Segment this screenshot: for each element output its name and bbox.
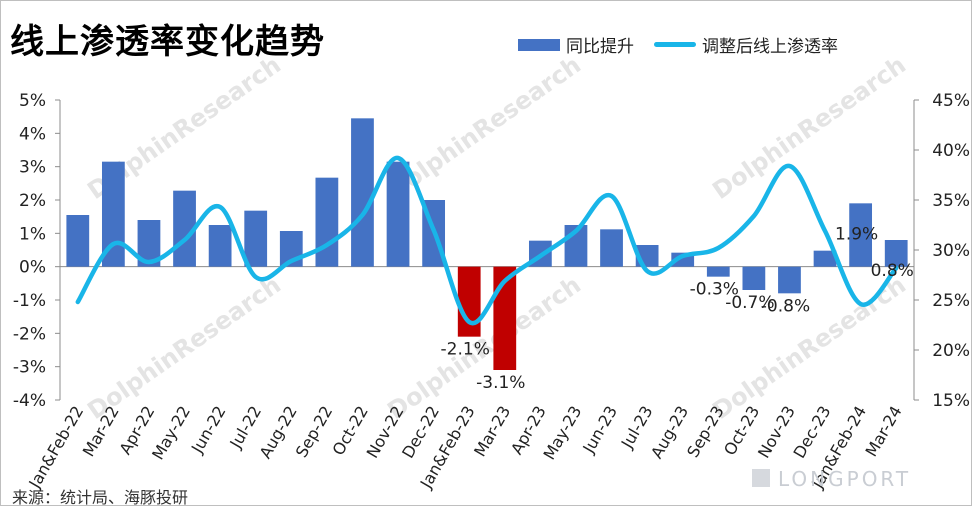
right-tick-label: 20% [932, 341, 970, 361]
right-tick-label: 30% [932, 241, 970, 261]
data-label: -2.1% [441, 340, 490, 360]
penetration-rate-line [75, 155, 899, 326]
legend: 同比提升 调整后线上渗透率 [518, 32, 838, 57]
left-tick-label: 0% [19, 258, 46, 278]
data-label: -0.3% [690, 280, 739, 300]
bar [173, 190, 196, 267]
right-tick-label: 40% [932, 141, 970, 161]
left-tick-label: -3% [13, 358, 46, 378]
watermark-text: DolphinResearch [707, 51, 911, 205]
legend-bar-label: 同比提升 [566, 37, 634, 57]
bar [101, 161, 125, 267]
right-tick-label: 15% [932, 391, 970, 411]
brand-logo-icon [752, 469, 770, 487]
right-tick-label: 45% [932, 91, 970, 111]
left-tick-label: -4% [13, 391, 46, 411]
bar [66, 215, 90, 267]
bar [208, 225, 232, 267]
right-tick-label: 35% [932, 191, 970, 211]
bar [493, 266, 517, 370]
x-tick-label: Jun-23 [578, 403, 621, 458]
right-tick-label: 25% [932, 291, 970, 311]
brand-watermark: LONGPORT [778, 467, 912, 491]
data-label: 0.8% [871, 261, 914, 281]
left-tick-label: -2% [13, 324, 46, 344]
bar [742, 266, 766, 290]
legend-line-swatch [654, 42, 696, 47]
bar [813, 250, 837, 267]
legend-bar-swatch [518, 38, 560, 51]
bar [137, 220, 161, 267]
watermark-text: DolphinResearch [82, 271, 286, 425]
data-label: -3.1% [476, 373, 525, 393]
left-tick-label: 3% [19, 158, 46, 178]
x-tick-label: Jan&Feb-22 [24, 403, 87, 493]
bar [884, 240, 908, 267]
data-label: 1.9% [835, 224, 878, 244]
bar [706, 266, 730, 277]
x-tick-label: Jun-22 [187, 403, 230, 458]
bar [315, 177, 339, 267]
legend-line-label: 调整后线上渗透率 [702, 37, 838, 57]
left-tick-label: 2% [19, 191, 46, 211]
left-tick-label: 1% [19, 224, 46, 244]
data-label: -0.7% [725, 293, 774, 313]
bar [351, 118, 374, 267]
data-label: -0.8% [761, 296, 810, 316]
left-tick-label: -1% [13, 291, 46, 311]
chart-title: 线上渗透率变化趋势 [10, 22, 325, 62]
bar [600, 229, 623, 267]
bar [244, 210, 268, 267]
left-tick-label: 4% [19, 124, 46, 144]
bar [386, 161, 410, 267]
bar [457, 266, 481, 337]
left-tick-label: 5% [19, 91, 46, 111]
bar [778, 266, 801, 294]
source-note: 来源：统计局、海豚投研 [12, 488, 189, 507]
bar [849, 203, 873, 267]
